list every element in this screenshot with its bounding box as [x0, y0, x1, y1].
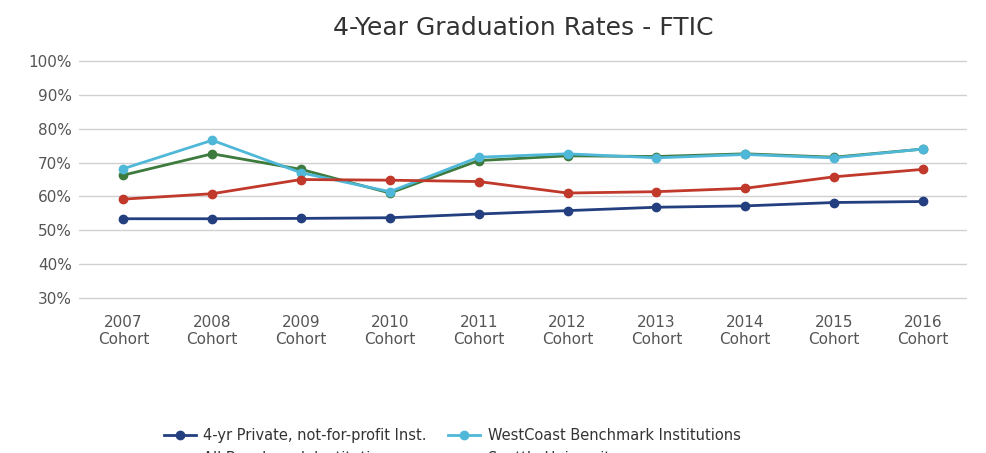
4-yr Private, not-for-profit Inst. [827, 200, 839, 205]
4-yr Private, not-for-profit Inst. [384, 215, 395, 221]
All Benchmark Institutions [472, 158, 484, 163]
Seattle University [384, 178, 395, 183]
WestCoast Benchmark Institutions [117, 166, 129, 171]
WestCoast Benchmark Institutions [916, 146, 928, 152]
WestCoast Benchmark Institutions [384, 189, 395, 194]
All Benchmark Institutions [384, 190, 395, 196]
WestCoast Benchmark Institutions [561, 151, 573, 157]
4-yr Private, not-for-profit Inst. [206, 216, 218, 222]
WestCoast Benchmark Institutions [206, 138, 218, 143]
Seattle University [827, 174, 839, 179]
All Benchmark Institutions [561, 153, 573, 159]
4-yr Private, not-for-profit Inst. [117, 216, 129, 222]
4-yr Private, not-for-profit Inst. [650, 204, 662, 210]
All Benchmark Institutions [916, 146, 928, 152]
Legend: 4-yr Private, not-for-profit Inst., All Benchmark Institutions, WestCoast Benchm: 4-yr Private, not-for-profit Inst., All … [158, 422, 745, 453]
All Benchmark Institutions [117, 173, 129, 178]
Seattle University [916, 167, 928, 172]
All Benchmark Institutions [295, 167, 307, 172]
Seattle University [650, 189, 662, 194]
WestCoast Benchmark Institutions [650, 155, 662, 160]
WestCoast Benchmark Institutions [827, 155, 839, 160]
WestCoast Benchmark Institutions [739, 152, 750, 157]
4-yr Private, not-for-profit Inst. [916, 199, 928, 204]
Line: WestCoast Benchmark Institutions: WestCoast Benchmark Institutions [119, 136, 926, 196]
Seattle University [117, 197, 129, 202]
WestCoast Benchmark Institutions [295, 170, 307, 175]
Seattle University [561, 190, 573, 196]
Line: All Benchmark Institutions: All Benchmark Institutions [119, 145, 926, 197]
4-yr Private, not-for-profit Inst. [561, 208, 573, 213]
4-yr Private, not-for-profit Inst. [295, 216, 307, 221]
Seattle University [206, 191, 218, 197]
All Benchmark Institutions [650, 154, 662, 159]
Line: Seattle University: Seattle University [119, 165, 926, 203]
Title: 4-Year Graduation Rates - FTIC: 4-Year Graduation Rates - FTIC [332, 16, 713, 40]
Seattle University [739, 186, 750, 191]
Seattle University [472, 179, 484, 184]
All Benchmark Institutions [206, 151, 218, 157]
4-yr Private, not-for-profit Inst. [739, 203, 750, 209]
4-yr Private, not-for-profit Inst. [472, 211, 484, 217]
All Benchmark Institutions [827, 154, 839, 160]
Seattle University [295, 177, 307, 182]
All Benchmark Institutions [739, 151, 750, 157]
WestCoast Benchmark Institutions [472, 154, 484, 160]
Line: 4-yr Private, not-for-profit Inst.: 4-yr Private, not-for-profit Inst. [119, 198, 926, 223]
